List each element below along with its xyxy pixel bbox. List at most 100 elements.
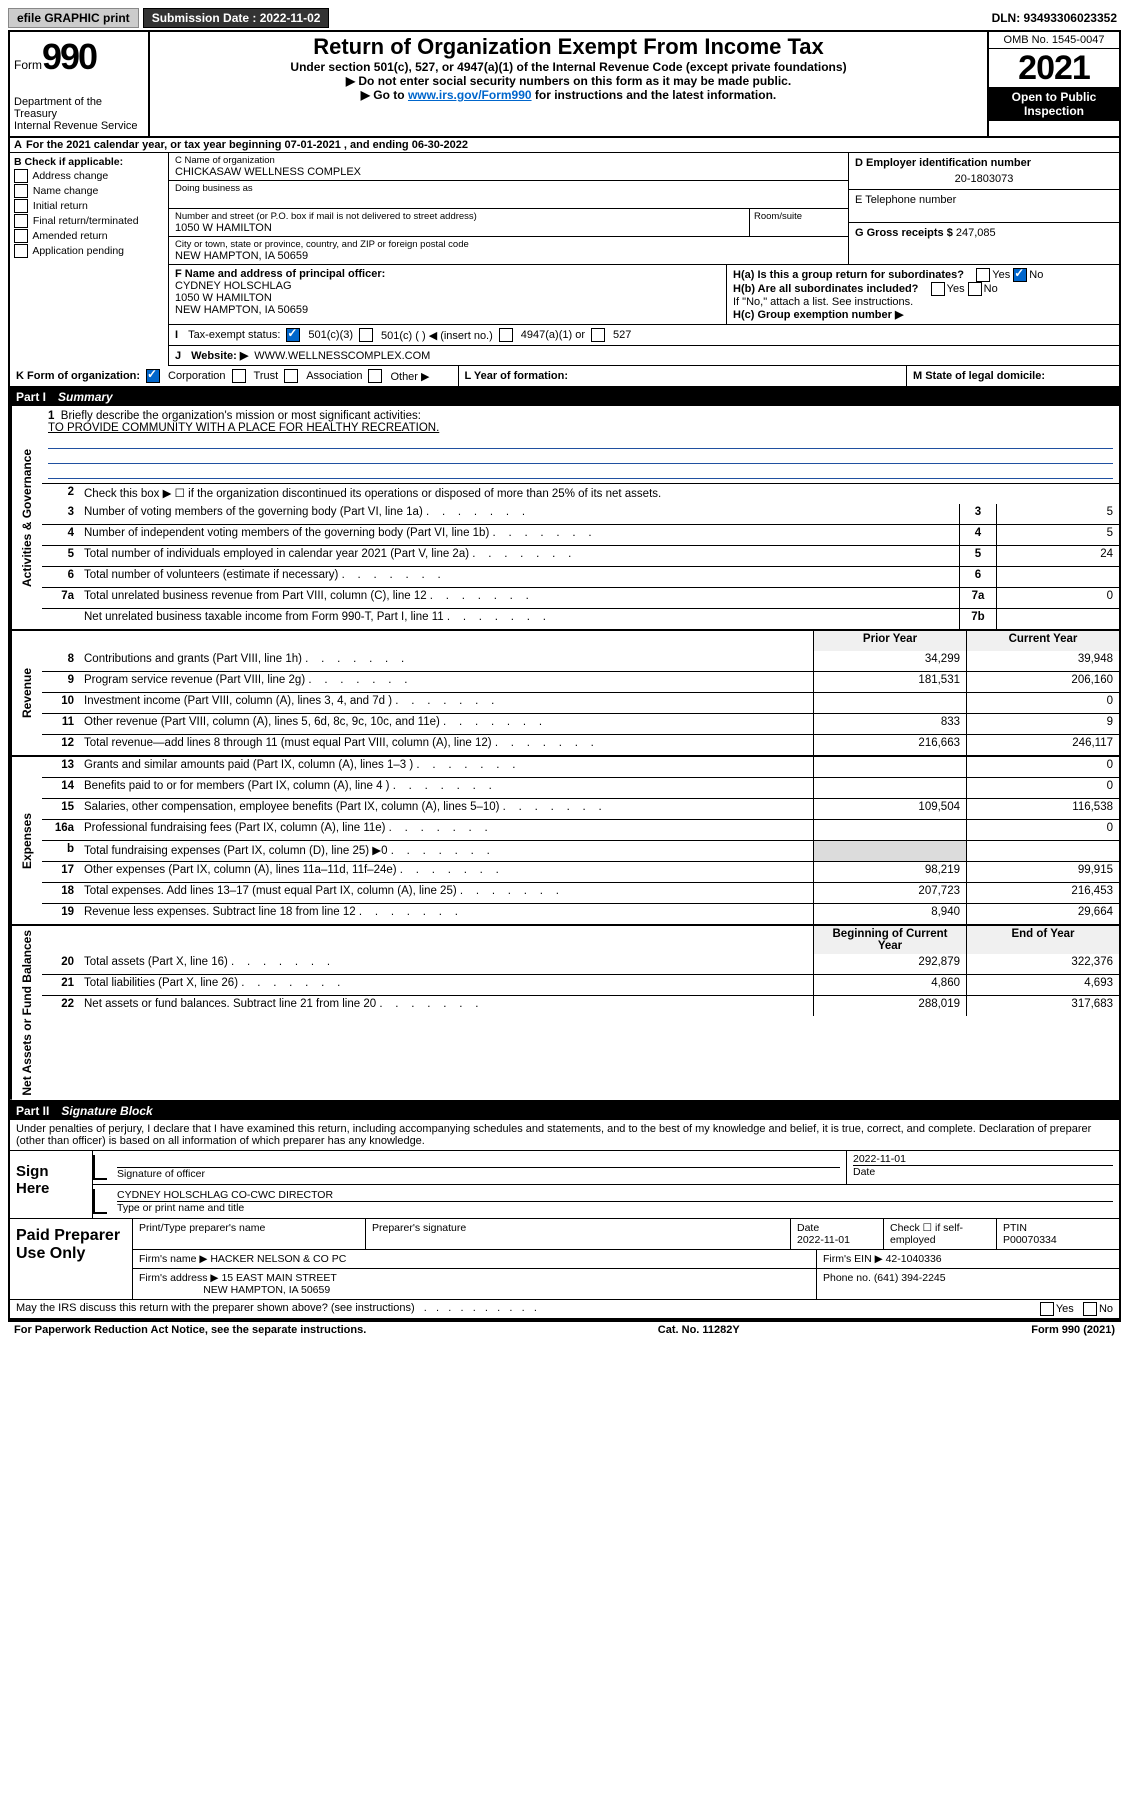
table-row: 3Number of voting members of the governi… — [42, 504, 1119, 524]
tax-year: 2021 — [989, 49, 1119, 87]
netassets-label: Net Assets or Fund Balances — [10, 926, 42, 1100]
sig-name-cell: CYDNEY HOLSCHLAG CO-CWC DIRECTOR Type or… — [111, 1185, 1119, 1218]
header-center: Return of Organization Exempt From Incom… — [150, 32, 987, 136]
dln-label: DLN: 93493306023352 — [992, 11, 1121, 25]
cb-address-change[interactable]: Address change — [14, 169, 164, 183]
cb-app-pending[interactable]: Application pending — [14, 244, 164, 258]
cb-amended[interactable]: Amended return — [14, 229, 164, 243]
subtitle-2: ▶ Do not enter social security numbers o… — [156, 74, 981, 88]
table-row: 18Total expenses. Add lines 13–17 (must … — [42, 882, 1119, 903]
ein-box: D Employer identification number 20-1803… — [849, 153, 1119, 190]
table-row: 15Salaries, other compensation, employee… — [42, 798, 1119, 819]
row-a: AFor the 2021 calendar year, or tax year… — [10, 138, 1119, 153]
cb-final-return[interactable]: Final return/terminated — [14, 214, 164, 228]
name-block: C Name of organization CHICKASAW WELLNES… — [169, 153, 1119, 264]
arrow-icon — [93, 1189, 107, 1214]
arrow-icon — [93, 1155, 107, 1180]
mission-text: TO PROVIDE COMMUNITY WITH A PLACE FOR HE… — [48, 422, 439, 434]
year-formation: L Year of formation: — [459, 366, 908, 388]
governance-content: 1 Briefly describe the organization's mi… — [42, 406, 1119, 629]
cb-discuss-no[interactable] — [1083, 1302, 1097, 1316]
website-value: WWW.WELLNESSCOMPLEX.COM — [254, 350, 430, 362]
table-row: 6Total number of volunteers (estimate if… — [42, 566, 1119, 587]
table-row: 11Other revenue (Part VIII, column (A), … — [42, 713, 1119, 734]
sig-date-value: 2022-11-01 — [853, 1153, 1113, 1165]
governance-label: Activities & Governance — [10, 406, 42, 629]
k-l-m-row: K Form of organization: Corporation Trus… — [10, 366, 1119, 388]
discuss-row: May the IRS discuss this return with the… — [10, 1299, 1119, 1318]
catalog-number: Cat. No. 11282Y — [658, 1324, 740, 1336]
efile-button[interactable]: efile GRAPHIC print — [8, 8, 139, 28]
revenue-content: Prior Year Current Year 8Contributions a… — [42, 631, 1119, 755]
open-public-badge: Open to Public Inspection — [989, 87, 1119, 121]
mission-block: 1 Briefly describe the organization's mi… — [42, 406, 1119, 483]
cb-501c[interactable] — [359, 328, 373, 342]
cb-initial-return[interactable]: Initial return — [14, 199, 164, 213]
header-left: Form 990 Department of the Treasury Inte… — [10, 32, 150, 136]
table-row: 19Revenue less expenses. Subtract line 1… — [42, 903, 1119, 924]
phone-box: E Telephone number — [849, 190, 1119, 223]
declaration-text: Under penalties of perjury, I declare th… — [10, 1120, 1119, 1150]
firm-phone: (641) 394-2245 — [874, 1272, 946, 1284]
name-left: C Name of organization CHICKASAW WELLNES… — [169, 153, 849, 264]
paid-row-3: Firm's address ▶ 15 EAST MAIN STREET NEW… — [133, 1269, 1119, 1299]
expenses-content: 13Grants and similar amounts paid (Part … — [42, 757, 1119, 924]
page-footer: For Paperwork Reduction Act Notice, see … — [8, 1320, 1121, 1338]
na-header-row: Beginning of Current Year End of Year — [42, 926, 1119, 954]
netassets-section: Net Assets or Fund Balances Beginning of… — [10, 926, 1119, 1102]
cb-501c3[interactable] — [286, 328, 300, 342]
table-row: 9Program service revenue (Part VIII, lin… — [42, 671, 1119, 692]
revenue-label: Revenue — [10, 631, 42, 755]
form-header: Form 990 Department of the Treasury Inte… — [10, 32, 1119, 138]
cb-other[interactable] — [368, 369, 382, 383]
sig-name-value: CYDNEY HOLSCHLAG CO-CWC DIRECTOR — [117, 1189, 1113, 1201]
info-block: B Check if applicable: Address change Na… — [10, 153, 1119, 366]
col-header-row: Prior Year Current Year — [42, 631, 1119, 651]
top-bar: efile GRAPHIC print Submission Date : 20… — [8, 8, 1121, 28]
table-row: 10Investment income (Part VIII, column (… — [42, 692, 1119, 713]
sign-here-label: Sign Here — [10, 1151, 93, 1218]
sign-here-row: Sign Here Signature of officer 2022-11-0… — [10, 1150, 1119, 1218]
col-main: C Name of organization CHICKASAW WELLNES… — [169, 153, 1119, 366]
table-row: 14Benefits paid to or for members (Part … — [42, 777, 1119, 798]
street-address: 1050 W HAMILTON — [175, 222, 743, 234]
f-h-row: F Name and address of principal officer:… — [169, 264, 1119, 325]
irs-label: Internal Revenue Service — [14, 120, 144, 132]
paid-preparer-section: Paid Preparer Use Only Print/Type prepar… — [10, 1218, 1119, 1299]
table-row: 20Total assets (Part X, line 16)292,8793… — [42, 954, 1119, 974]
submission-date-button[interactable]: Submission Date : 2022-11-02 — [143, 8, 330, 28]
form-word: Form — [14, 58, 42, 72]
table-row: 7aTotal unrelated business revenue from … — [42, 587, 1119, 608]
paid-preparer-table: Print/Type preparer's name Preparer's si… — [132, 1219, 1119, 1299]
city-cell: City or town, state or province, country… — [169, 237, 848, 264]
revenue-section: Revenue Prior Year Current Year 8Contrib… — [10, 631, 1119, 757]
part-ii-header: Part II Signature Block — [10, 1102, 1119, 1120]
expenses-label: Expenses — [10, 757, 42, 924]
cb-corp[interactable] — [146, 369, 160, 383]
officer-addr: 1050 W HAMILTON — [175, 292, 720, 304]
name-right: D Employer identification number 20-1803… — [849, 153, 1119, 264]
cb-527[interactable] — [591, 328, 605, 342]
form-container: Form 990 Department of the Treasury Inte… — [8, 30, 1121, 1320]
sig-date-cell: 2022-11-01 Date — [846, 1151, 1119, 1184]
cb-name-change[interactable]: Name change — [14, 184, 164, 198]
gross-receipts-value: 247,085 — [956, 227, 996, 239]
omb-number: OMB No. 1545-0047 — [989, 32, 1119, 49]
officer-city: NEW HAMPTON, IA 50659 — [175, 304, 720, 316]
subtitle-1: Under section 501(c), 527, or 4947(a)(1)… — [156, 60, 981, 74]
line-2: 2 Check this box ▶ ☐ if the organization… — [42, 483, 1119, 504]
expenses-section: Expenses 13Grants and similar amounts pa… — [10, 757, 1119, 926]
b-label: B Check if applicable: — [14, 156, 164, 168]
header-right: OMB No. 1545-0047 2021 Open to Public In… — [987, 32, 1119, 136]
gross-receipts-box: G Gross receipts $ 247,085 — [849, 223, 1119, 243]
table-row: 21Total liabilities (Part X, line 26)4,8… — [42, 974, 1119, 995]
cb-trust[interactable] — [232, 369, 246, 383]
firm-ein: 42-1040336 — [886, 1253, 942, 1265]
netassets-content: Beginning of Current Year End of Year 20… — [42, 926, 1119, 1100]
website-row: J Website: ▶ WWW.WELLNESSCOMPLEX.COM — [169, 346, 1119, 366]
table-row: 8Contributions and grants (Part VIII, li… — [42, 651, 1119, 671]
cb-discuss-yes[interactable] — [1040, 1302, 1054, 1316]
cb-assoc[interactable] — [284, 369, 298, 383]
irs-link[interactable]: www.irs.gov/Form990 — [408, 88, 532, 102]
cb-4947[interactable] — [499, 328, 513, 342]
